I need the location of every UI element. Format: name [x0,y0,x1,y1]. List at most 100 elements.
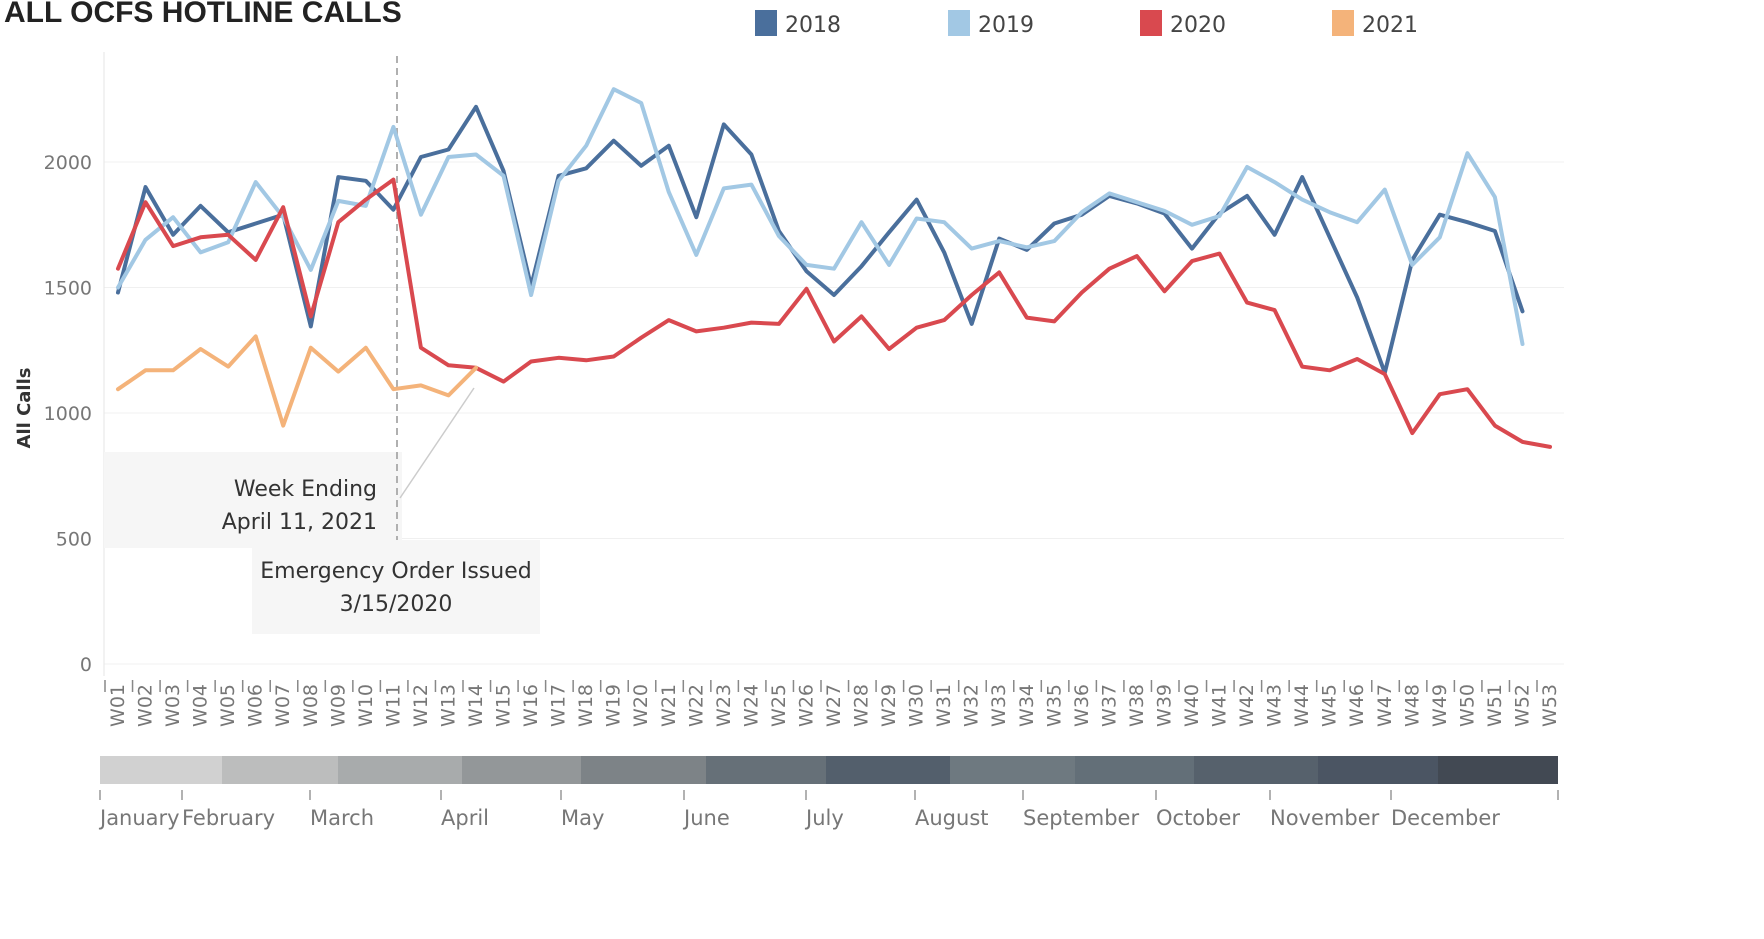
x-axis: W01 W02 W03 W04 W05 W06 W07 W08 W09 W10 W11 W12 W13 W… [104,680,1561,727]
series-line-2018 [116,104,1525,375]
series-line-2021 [116,334,478,428]
month-band-segment [100,756,222,784]
month-label: January [98,806,180,830]
month-label: October [1156,806,1240,830]
x-tick-label: W26 [796,684,818,727]
y-tick-label: 0 [80,654,92,676]
series-lines [116,87,1552,449]
month-band-segment [706,756,826,784]
emergency-order-annotation: Emergency Order Issued [260,559,531,584]
month-label: November [1270,806,1380,830]
x-tick-label: W37 [1098,684,1120,727]
x-tick-label: W02 [135,684,157,727]
legend-swatch-2019 [948,10,970,36]
x-tick-label: W09 [327,684,349,727]
month-label: March [310,806,374,830]
x-tick-label: W27 [823,684,845,727]
month-band-segment [338,756,462,784]
x-tick-label: W03 [162,684,184,727]
x-tick-label: W08 [300,684,322,727]
x-tick-label: W33 [988,684,1010,727]
x-tick-label: W38 [1126,684,1148,727]
x-tick-label: W46 [1346,684,1368,727]
y-tick-label: 1000 [44,403,92,425]
x-tick-label: W35 [1043,684,1065,727]
x-tick-label: W52 [1512,684,1534,727]
x-tick-label: W41 [1209,684,1231,727]
y-axis: 0 500 1000 1500 2000 [44,152,92,676]
month-band-segment [826,756,950,784]
month-label: July [804,806,844,830]
legend-label-2021: 2021 [1362,13,1418,38]
legend: 2018 2019 2020 2021 [755,10,1418,38]
x-tick-label: W23 [713,684,735,727]
x-tick-label: W25 [768,684,790,727]
month-label: December [1391,806,1500,830]
x-tick-label: W17 [548,684,570,727]
x-tick-label: W06 [245,684,267,727]
x-tick-label: W40 [1181,684,1203,727]
legend-label-2019: 2019 [978,13,1034,38]
month-label: May [561,806,604,830]
x-tick-label: W42 [1236,684,1258,727]
x-tick-label: W36 [1071,684,1093,727]
legend-swatch-2018 [755,10,777,36]
x-tick-label: W16 [520,684,542,727]
x-tick-label: W07 [272,684,294,727]
x-tick-label: W19 [603,684,625,727]
annotations: Week Ending April 11, 2021 Emergency Order… [104,56,540,634]
month-band: January February March April May June July Augu… [98,756,1559,830]
series-line-2020 [116,177,1552,449]
month-band-segment [1194,756,1318,784]
x-tick-label: W20 [630,684,652,727]
x-tick-label: W24 [740,684,762,727]
x-tick-label: W30 [906,684,928,727]
month-label: September [1023,806,1139,830]
emergency-order-annotation: 3/15/2020 [340,592,453,617]
y-tick-label: 2000 [44,152,92,174]
legend-label-2020: 2020 [1170,13,1226,38]
x-tick-label: W32 [961,684,983,727]
y-tick-label: 1500 [44,278,92,300]
month-band-segment [950,756,1075,784]
chart-title: ALL OCFS HOTLINE CALLS [4,0,402,29]
x-tick-label: W18 [575,684,597,727]
x-tick-label: W15 [493,684,515,727]
x-tick-label: W44 [1291,684,1313,727]
month-label: February [182,806,275,830]
x-tick-label: W50 [1456,684,1478,727]
x-tick-label: W53 [1539,684,1561,727]
month-band-segment [462,756,581,784]
week-ending-annotation: April 11, 2021 [222,510,377,535]
month-band-segment [1438,756,1558,784]
x-tick-label: W28 [851,684,873,727]
month-band-segment [222,756,338,784]
x-tick-label: W34 [1016,684,1038,727]
y-axis-label: All Calls [14,368,35,449]
week-ending-box [104,452,402,548]
x-tick-label: W48 [1401,684,1423,727]
legend-swatch-2020 [1140,10,1162,36]
x-tick-label: W39 [1154,684,1176,727]
x-tick-label: W43 [1264,684,1286,727]
x-tick-label: W11 [382,684,404,727]
emergency-order-box [252,540,540,634]
x-tick-label: W45 [1319,684,1341,727]
week-ending-annotation: Week Ending [234,477,377,502]
x-tick-label: W05 [217,684,239,727]
x-tick-label: W22 [685,684,707,727]
y-tick-label: 500 [56,529,92,551]
x-tick-label: W01 [107,684,129,727]
x-tick-label: W51 [1484,684,1506,727]
series-line-2019 [116,87,1525,346]
x-tick-label: W10 [355,684,377,727]
month-label: August [915,806,989,830]
x-tick-label: W12 [410,684,432,727]
x-tick-label: W21 [658,684,680,727]
x-tick-label: W29 [878,684,900,727]
x-tick-label: W47 [1374,684,1396,727]
x-tick-label: W13 [438,684,460,727]
legend-label-2018: 2018 [785,13,841,38]
x-tick-label: W04 [190,684,212,727]
